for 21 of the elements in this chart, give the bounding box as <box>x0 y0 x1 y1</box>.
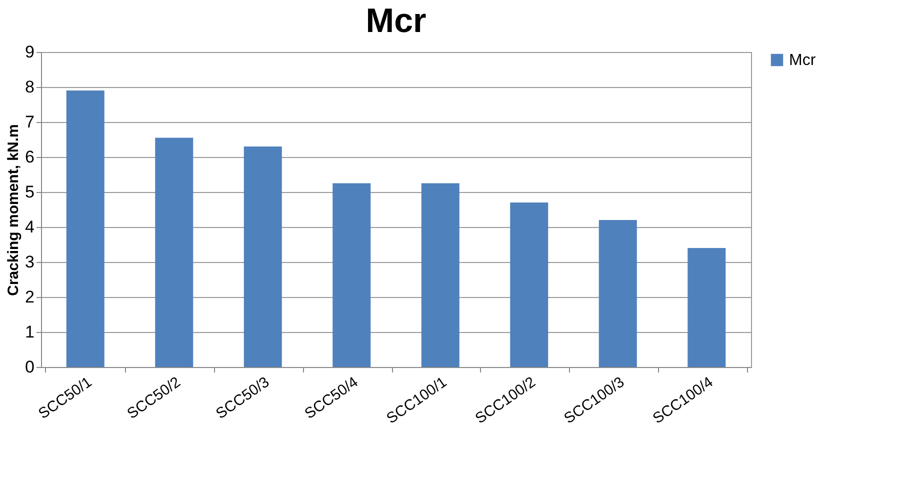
y-tick-label: 3 <box>25 252 34 272</box>
y-tick-label: 7 <box>25 112 34 132</box>
y-tick-label: 8 <box>25 78 34 96</box>
y-tick-label: 4 <box>25 218 34 236</box>
y-tick-label: 5 <box>25 182 34 202</box>
bar <box>688 248 726 367</box>
bar <box>244 146 282 367</box>
y-axis-title: Cracking moment, kN.m <box>5 124 22 296</box>
bar <box>155 138 194 367</box>
bar <box>66 90 104 367</box>
y-tick-label: 0 <box>25 358 34 376</box>
bar <box>332 183 371 367</box>
bar <box>598 220 637 367</box>
bar <box>421 183 460 367</box>
y-tick-label: 9 <box>25 42 34 62</box>
legend-label: Mcr <box>789 52 816 69</box>
y-tick-label: 1 <box>25 322 34 342</box>
y-tick-label: 6 <box>25 148 34 166</box>
chart-title: Mcr <box>366 2 426 40</box>
y-tick-label: 2 <box>25 288 34 306</box>
bar <box>510 202 548 367</box>
